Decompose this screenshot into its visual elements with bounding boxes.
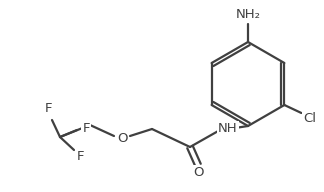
Text: Cl: Cl [303,113,316,126]
Text: F: F [44,102,52,114]
Text: O: O [193,166,203,180]
Text: NH₂: NH₂ [236,8,260,22]
Text: F: F [76,151,84,164]
Text: F: F [82,122,90,136]
Text: O: O [117,132,127,146]
Text: NH: NH [218,122,238,136]
